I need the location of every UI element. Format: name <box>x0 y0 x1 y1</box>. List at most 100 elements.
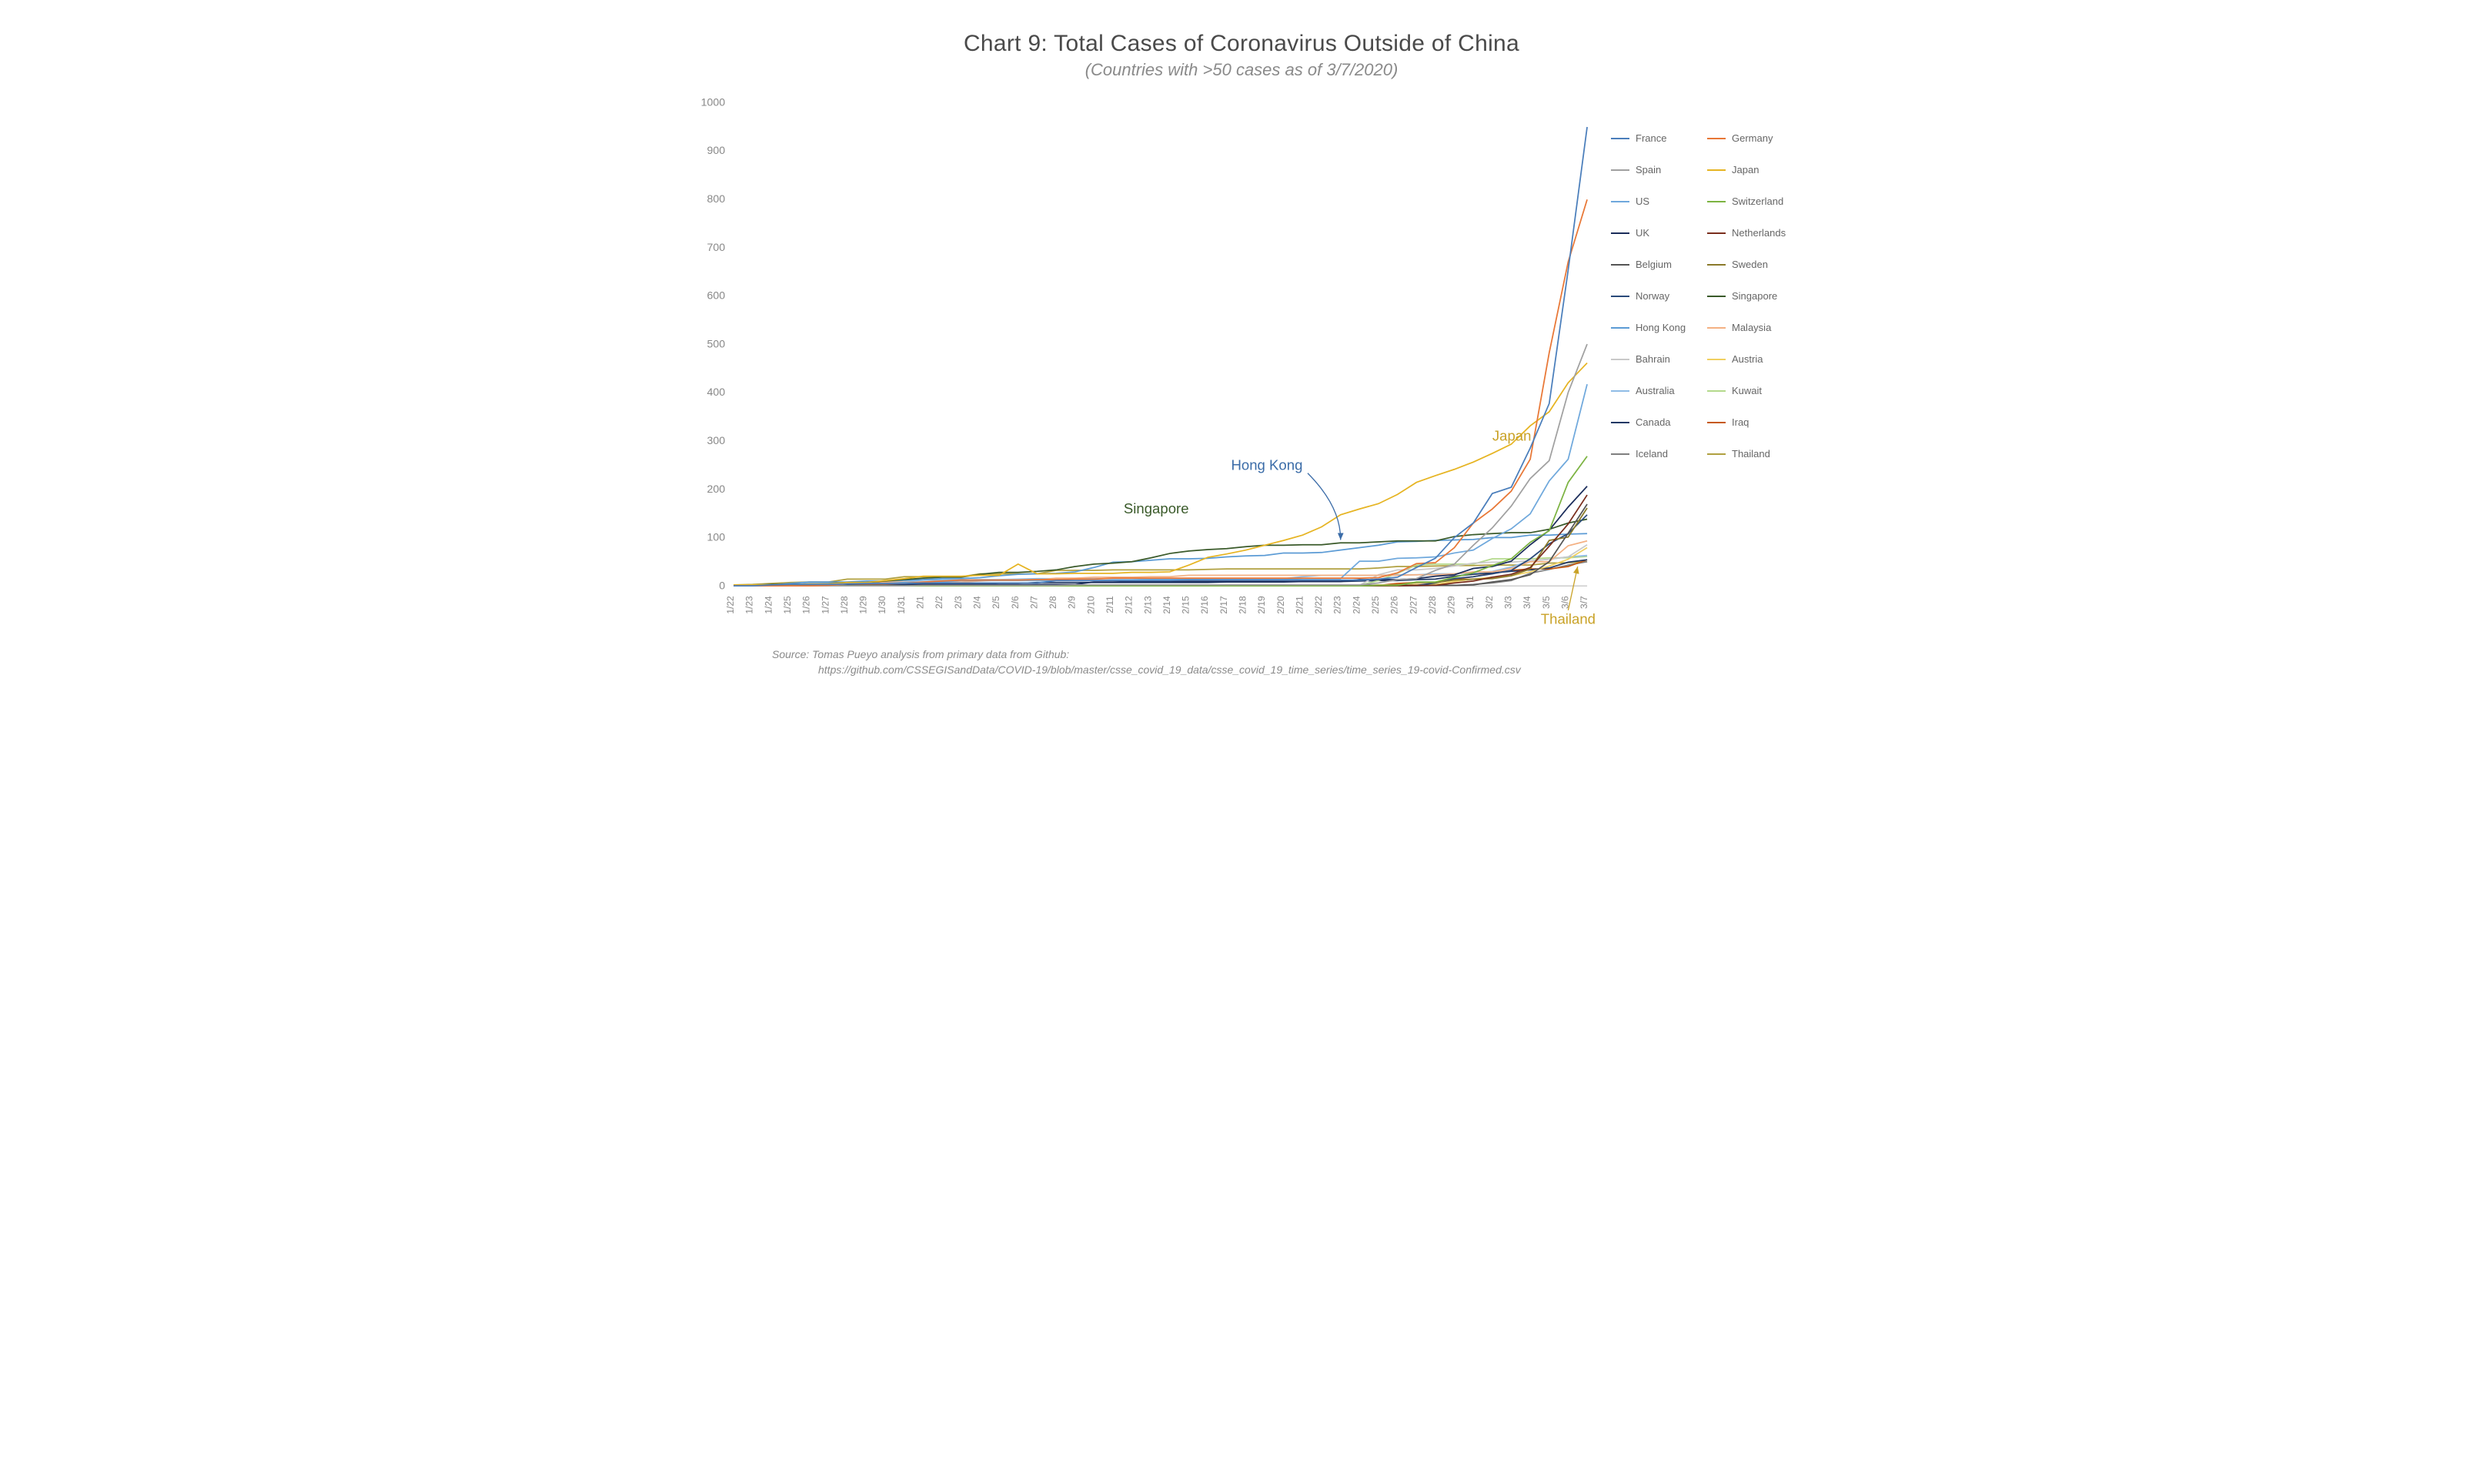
source-line2: https://github.com/CSSEGISandData/COVID-… <box>818 663 1796 678</box>
legend-item-hong-kong: Hong Kong <box>1611 322 1699 333</box>
legend-swatch <box>1707 422 1726 423</box>
legend-swatch <box>1707 264 1726 266</box>
chart-title: Chart 9: Total Cases of Coronavirus Outs… <box>687 31 1796 57</box>
ytick-label: 1000 <box>701 96 726 109</box>
xtick-label: 1/25 <box>782 596 793 614</box>
annotation-arrow-hong-kong <box>1308 473 1341 540</box>
legend-swatch <box>1707 327 1726 329</box>
legend-item-iraq: Iraq <box>1707 416 1796 428</box>
xtick-label: 2/24 <box>1351 596 1362 614</box>
xtick-label: 2/29 <box>1446 596 1457 614</box>
chart-container: Chart 9: Total Cases of Coronavirus Outs… <box>687 31 1796 677</box>
annotation-japan: Japan <box>1492 428 1532 444</box>
xtick-label: 2/5 <box>991 596 1001 609</box>
legend-label: Iraq <box>1732 416 1749 428</box>
xtick-label: 2/9 <box>1067 596 1078 609</box>
series-switzerland <box>734 456 1587 586</box>
legend-item-netherlands: Netherlands <box>1707 227 1796 239</box>
xtick-label: 1/26 <box>801 596 812 614</box>
xtick-label: 2/23 <box>1332 596 1343 614</box>
xtick-label: 2/28 <box>1427 596 1438 614</box>
xtick-label: 3/2 <box>1484 596 1495 609</box>
legend-item-bahrain: Bahrain <box>1611 353 1699 365</box>
xtick-label: 2/16 <box>1199 596 1210 614</box>
xtick-label: 2/7 <box>1028 596 1039 609</box>
ytick-label: 900 <box>707 145 726 157</box>
legend-swatch <box>1611 390 1629 392</box>
annotation-arrow-thailand <box>1568 567 1577 610</box>
xtick-label: 2/6 <box>1010 596 1021 609</box>
legend-item-spain: Spain <box>1611 164 1699 175</box>
xtick-label: 3/7 <box>1579 596 1589 609</box>
legend-swatch <box>1707 296 1726 297</box>
legend-label: Japan <box>1732 164 1759 175</box>
legend-swatch <box>1707 232 1726 234</box>
xtick-label: 2/27 <box>1408 596 1419 614</box>
legend-label: UK <box>1636 227 1649 239</box>
legend-label: Thailand <box>1732 448 1770 460</box>
ytick-label: 500 <box>707 338 726 350</box>
legend-label: US <box>1636 196 1649 207</box>
xtick-label: 3/5 <box>1541 596 1552 609</box>
legend-item-japan: Japan <box>1707 164 1796 175</box>
legend-label: Canada <box>1636 416 1671 428</box>
legend-swatch <box>1611 264 1629 266</box>
series-spain <box>734 344 1587 586</box>
legend-label: Spain <box>1636 164 1661 175</box>
legend-swatch <box>1611 422 1629 423</box>
xtick-label: 1/24 <box>763 596 774 614</box>
chart-body: 010020030040050060070080090010001/221/23… <box>687 94 1796 632</box>
xtick-label: 1/23 <box>744 596 755 614</box>
legend-item-belgium: Belgium <box>1611 259 1699 270</box>
legend-label: Bahrain <box>1636 353 1670 365</box>
xtick-label: 1/31 <box>896 596 907 614</box>
xtick-label: 1/30 <box>877 596 887 614</box>
plot-area: 010020030040050060070080090010001/221/23… <box>687 94 1596 632</box>
legend-label: Belgium <box>1636 259 1672 270</box>
xtick-label: 2/26 <box>1389 596 1400 614</box>
legend-swatch <box>1707 138 1726 139</box>
xtick-label: 2/17 <box>1218 596 1229 614</box>
series-france <box>734 127 1587 586</box>
legend-item-us: US <box>1611 196 1699 207</box>
xtick-label: 3/4 <box>1522 596 1532 609</box>
xtick-label: 2/21 <box>1294 596 1305 614</box>
legend-label: Switzerland <box>1732 196 1783 207</box>
legend-swatch <box>1707 201 1726 202</box>
source-line1: Source: Tomas Pueyo analysis from primar… <box>772 647 1796 663</box>
annotation-hong-kong: Hong Kong <box>1231 456 1303 473</box>
source-note: Source: Tomas Pueyo analysis from primar… <box>772 647 1796 677</box>
legend-swatch <box>1611 169 1629 171</box>
xtick-label: 2/11 <box>1104 596 1115 613</box>
ytick-label: 300 <box>707 435 726 447</box>
legend-item-iceland: Iceland <box>1611 448 1699 460</box>
legend-swatch <box>1611 138 1629 139</box>
legend-item-sweden: Sweden <box>1707 259 1796 270</box>
xtick-label: 1/28 <box>839 596 850 614</box>
xtick-label: 2/22 <box>1313 596 1324 614</box>
legend: FranceGermanySpainJapanUSSwitzerlandUKNe… <box>1596 94 1796 460</box>
legend-item-norway: Norway <box>1611 290 1699 302</box>
legend-label: Singapore <box>1732 290 1777 302</box>
legend-swatch <box>1611 359 1629 360</box>
legend-item-malaysia: Malaysia <box>1707 322 1796 333</box>
xtick-label: 3/1 <box>1465 596 1475 609</box>
legend-label: Kuwait <box>1732 385 1762 396</box>
legend-item-switzerland: Switzerland <box>1707 196 1796 207</box>
annotation-singapore: Singapore <box>1124 500 1189 516</box>
plot-svg: 010020030040050060070080090010001/221/23… <box>687 94 1596 632</box>
xtick-label: 2/20 <box>1275 596 1286 614</box>
series-germany <box>734 199 1587 586</box>
ytick-label: 700 <box>707 242 726 254</box>
xtick-label: 2/25 <box>1370 596 1381 614</box>
xtick-label: 2/18 <box>1237 596 1248 614</box>
ytick-label: 800 <box>707 193 726 206</box>
xtick-label: 1/27 <box>820 596 830 614</box>
legend-item-france: France <box>1611 132 1699 144</box>
legend-item-kuwait: Kuwait <box>1707 385 1796 396</box>
legend-item-austria: Austria <box>1707 353 1796 365</box>
xtick-label: 2/4 <box>971 596 982 609</box>
legend-label: Australia <box>1636 385 1675 396</box>
xtick-label: 2/3 <box>953 596 964 609</box>
legend-label: Iceland <box>1636 448 1668 460</box>
